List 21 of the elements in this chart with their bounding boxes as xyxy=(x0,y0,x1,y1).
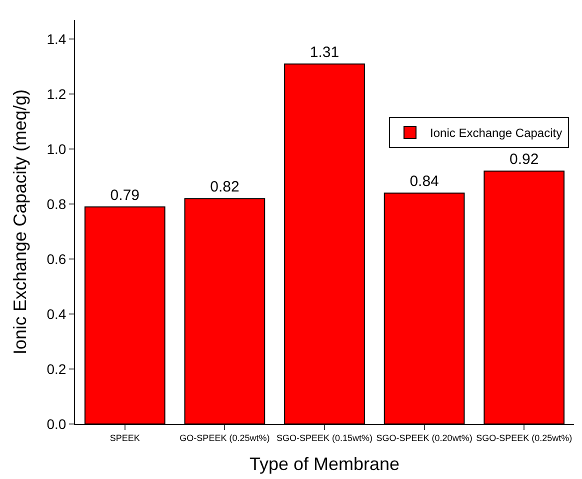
data-label: 0.84 xyxy=(410,173,439,190)
y-tick-label: 0.2 xyxy=(46,360,66,377)
y-tick-label: 0.8 xyxy=(46,196,66,212)
x-tick-label: SGO-SPEEK (0.20wt%) xyxy=(376,432,472,443)
x-tick-label: SPEEK xyxy=(110,432,140,443)
y-tick-label: 0.4 xyxy=(46,306,66,322)
y-tick-label: 1.4 xyxy=(46,31,66,48)
y-tick-label: 1.0 xyxy=(46,141,66,158)
data-label: 1.31 xyxy=(310,44,340,61)
y-tick-label: 0.6 xyxy=(46,251,66,267)
x-tick-label: GO-SPEEK (0.25wt%) xyxy=(180,432,270,443)
data-label: 0.79 xyxy=(110,186,140,204)
x-axis-title: Type of Membrane xyxy=(249,454,400,474)
legend-label: Ionic Exchange Capacity xyxy=(430,126,562,140)
x-tick-label: SGO-SPEEK (0.15wt%) xyxy=(276,432,373,443)
y-tick-label: 1.2 xyxy=(46,86,66,102)
data-label: 0.82 xyxy=(210,178,240,196)
x-tick-label: SGO-SPEEK (0.25wt%) xyxy=(476,432,572,443)
y-axis-title: Ionic Exchange Capacity (meq/g) xyxy=(10,89,30,355)
data-label: 0.92 xyxy=(510,151,539,168)
y-tick-label: 0.0 xyxy=(46,416,66,432)
